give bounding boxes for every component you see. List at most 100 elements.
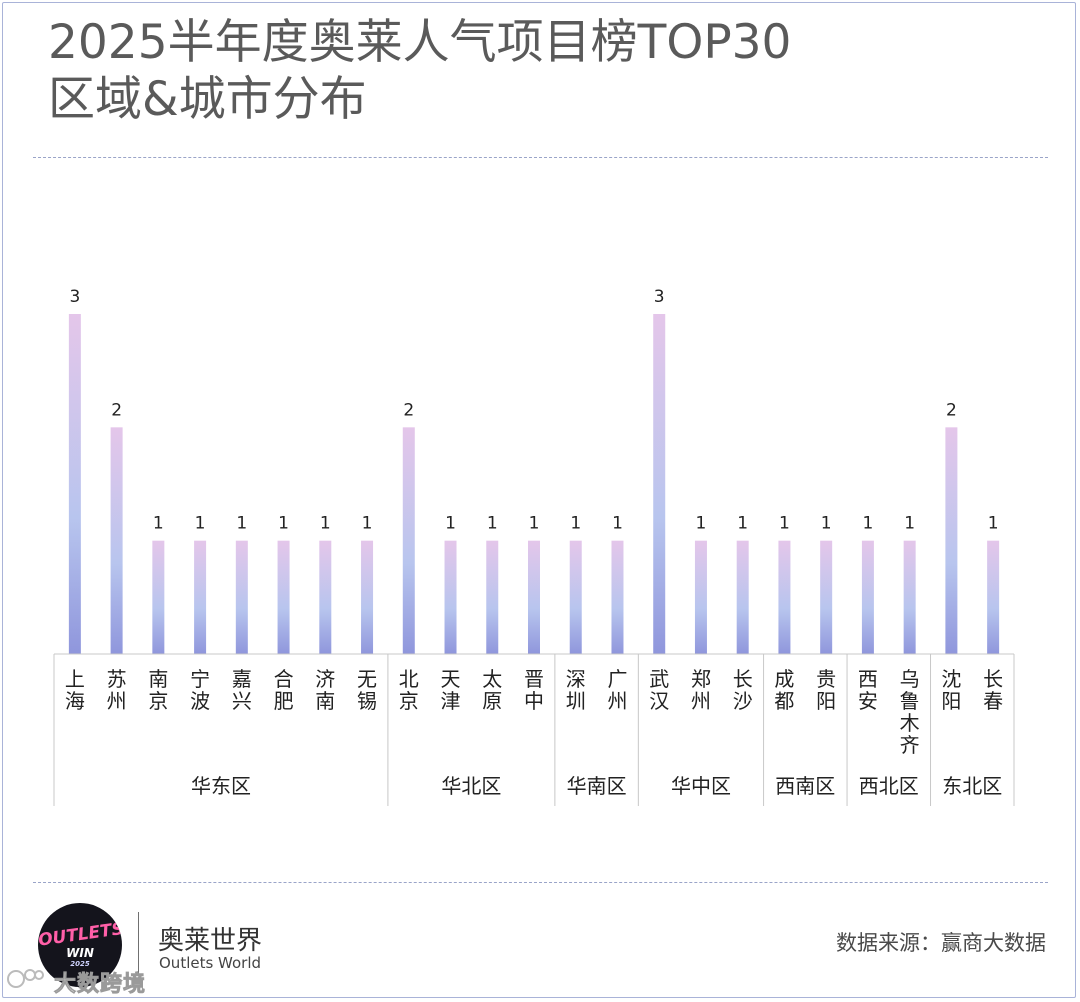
category-label: 太 <box>482 667 502 691</box>
value-label: 1 <box>195 514 206 534</box>
value-label: 1 <box>737 514 748 534</box>
category-label: 锡 <box>357 689 377 713</box>
brand-name-en: Outlets World <box>159 954 262 972</box>
category-label: 肥 <box>274 689 294 713</box>
category-label: 阳 <box>816 689 836 713</box>
value-label: 1 <box>862 514 873 534</box>
value-label: 1 <box>779 514 790 534</box>
category-label: 京 <box>399 689 419 713</box>
group-label: 华东区 <box>191 774 251 798</box>
group-label: 华中区 <box>671 774 731 798</box>
category-label: 春 <box>983 689 1003 713</box>
value-label: 1 <box>821 514 832 534</box>
category-label: 阳 <box>941 689 961 713</box>
value-label: 1 <box>696 514 707 534</box>
value-label: 1 <box>487 514 498 534</box>
category-label: 安 <box>858 689 878 713</box>
category-label: 沙 <box>733 689 753 713</box>
category-label: 沈 <box>941 667 961 691</box>
category-label: 南 <box>315 689 335 713</box>
group-label: 西北区 <box>859 774 919 798</box>
title-line-2: 区域&城市分布 <box>48 72 367 127</box>
category-label: 齐 <box>900 733 920 757</box>
category-label: 深 <box>566 667 586 691</box>
category-label: 州 <box>691 689 711 713</box>
category-label: 南 <box>148 667 168 691</box>
bar-太原 <box>486 540 499 654</box>
bar-天津 <box>444 540 457 654</box>
bar-武汉 <box>653 314 666 654</box>
category-label: 汉 <box>649 689 669 713</box>
category-label: 鲁 <box>900 689 920 713</box>
bar-晋中 <box>528 540 540 654</box>
bar-无锡 <box>361 540 374 654</box>
footer-separator <box>138 912 139 974</box>
category-label: 海 <box>65 689 85 713</box>
category-label: 上 <box>65 667 85 691</box>
category-label: 都 <box>774 689 794 713</box>
value-label: 1 <box>988 514 999 534</box>
bar-嘉兴 <box>235 540 248 654</box>
bottom-divider <box>33 882 1048 883</box>
value-label: 3 <box>654 287 665 307</box>
value-label: 3 <box>69 287 80 307</box>
brand-name-cn: 奥莱世界 <box>158 926 263 956</box>
category-label: 宁 <box>190 667 210 691</box>
category-label: 天 <box>441 667 461 691</box>
outlets-win-logo: OUTLETS WIN 2025 <box>38 903 122 987</box>
category-label: 长 <box>733 667 753 691</box>
category-label: 圳 <box>566 689 586 713</box>
value-label: 1 <box>529 514 540 534</box>
bar-宁波 <box>194 540 207 654</box>
group-label: 西南区 <box>775 774 835 798</box>
value-label: 1 <box>904 514 915 534</box>
bar-沈阳 <box>945 427 958 654</box>
category-label: 晋 <box>524 667 544 691</box>
value-label: 1 <box>570 514 581 534</box>
bar-广州 <box>611 540 624 654</box>
category-label: 长 <box>983 667 1003 691</box>
category-label: 津 <box>441 689 461 713</box>
category-label: 成 <box>774 667 794 691</box>
category-label: 合 <box>274 667 294 691</box>
bar-深圳 <box>569 540 582 654</box>
category-label: 广 <box>607 667 627 691</box>
category-label: 武 <box>649 667 669 691</box>
value-label: 1 <box>612 514 623 534</box>
category-label: 京 <box>148 689 168 713</box>
page-title: 2025半年度奥莱人气项目榜TOP30 区域&城市分布 <box>48 14 1028 128</box>
value-label: 2 <box>946 400 957 420</box>
bar-苏州 <box>110 427 123 654</box>
category-label: 贵 <box>816 667 836 691</box>
bar-西安 <box>861 540 874 654</box>
category-label: 乌 <box>900 667 920 691</box>
category-label: 苏 <box>107 667 127 691</box>
bar-北京 <box>402 427 415 654</box>
bar-郑州 <box>694 540 707 654</box>
value-label: 1 <box>445 514 456 534</box>
category-label: 波 <box>190 689 210 713</box>
value-label: 1 <box>320 514 331 534</box>
bar-成都 <box>778 540 791 654</box>
bar-合肥 <box>277 540 290 654</box>
category-label: 郑 <box>691 667 711 691</box>
title-line-1: 2025半年度奥莱人气项目榜TOP30 <box>48 15 792 70</box>
bar-南京 <box>152 540 165 654</box>
value-label: 1 <box>153 514 164 534</box>
bar-贵阳 <box>820 540 833 654</box>
bar-上海 <box>68 314 81 654</box>
category-label: 嘉 <box>232 667 252 691</box>
category-label: 济 <box>315 667 335 691</box>
bar-乌鲁木齐 <box>903 540 916 654</box>
group-label: 华南区 <box>567 774 627 798</box>
group-label: 东北区 <box>942 774 1002 798</box>
watermark-icon <box>7 969 44 988</box>
value-label: 1 <box>278 514 289 534</box>
category-label: 原 <box>482 689 502 713</box>
category-label: 西 <box>858 667 878 691</box>
category-label: 州 <box>607 689 627 713</box>
bar-济南 <box>319 540 332 654</box>
top-divider <box>33 157 1048 158</box>
